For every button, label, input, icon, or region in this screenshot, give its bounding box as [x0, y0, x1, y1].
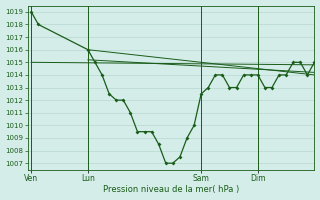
X-axis label: Pression niveau de la mer( hPa ): Pression niveau de la mer( hPa ) [103, 185, 239, 194]
